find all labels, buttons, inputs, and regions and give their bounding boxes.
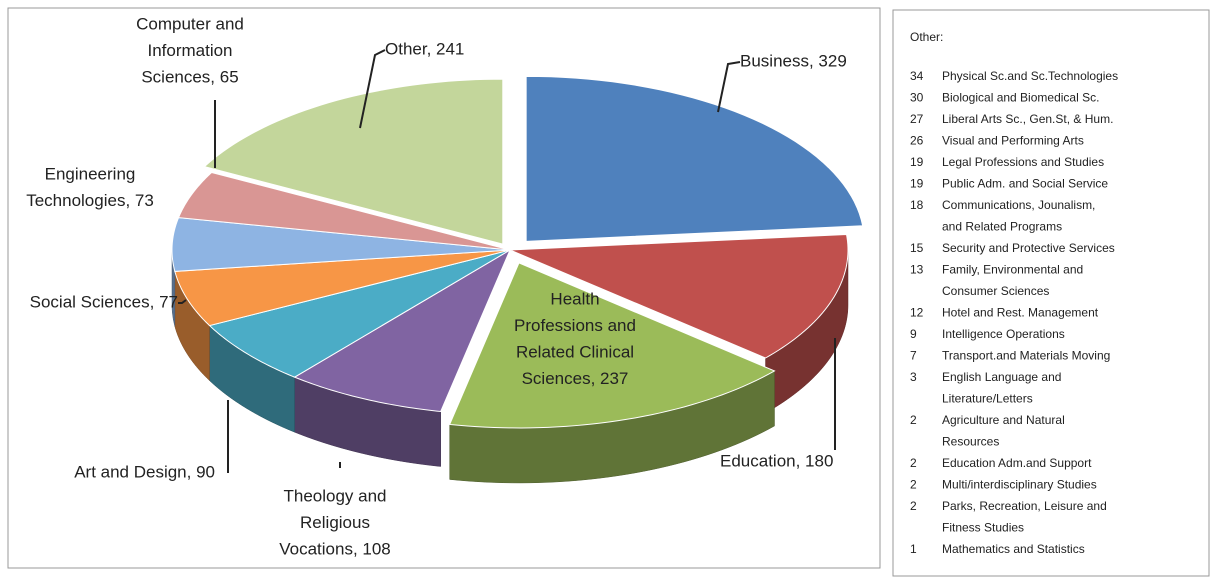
other-name: Hotel and Rest. Management: [942, 306, 1099, 320]
other-count: 9: [910, 327, 917, 341]
other-count: 34: [910, 69, 924, 83]
other-name: Literature/Letters: [942, 392, 1033, 406]
data-label: Art and Design, 90: [74, 462, 215, 481]
other-count: 15: [910, 241, 924, 255]
data-label: Sciences, 65: [141, 67, 238, 86]
other-name: Agriculture and Natural: [942, 413, 1065, 427]
other-name: and Related Programs: [942, 220, 1062, 234]
other-count: 2: [910, 413, 917, 427]
data-label: Religious: [300, 513, 370, 532]
slice: [171, 217, 511, 272]
other-name: Consumer Sciences: [942, 284, 1049, 298]
other-name: English Language and: [942, 370, 1061, 384]
other-count: 19: [910, 177, 924, 191]
other-name: Physical Sc.and Sc.Technologies: [942, 69, 1118, 83]
other-name: Mathematics and Statistics: [942, 542, 1085, 556]
data-label: Vocations, 108: [279, 539, 391, 558]
other-count: 7: [910, 349, 917, 363]
slice: [448, 262, 776, 429]
other-count: 19: [910, 155, 924, 169]
other-name: Security and Protective Services: [942, 241, 1115, 255]
data-label: Information: [147, 41, 232, 60]
other-name: Visual and Performing Arts: [942, 134, 1084, 148]
data-label: Theology and: [283, 486, 386, 505]
other-count: 1: [910, 542, 917, 556]
other-name: Parks, Recreation, Leisure and: [942, 499, 1107, 513]
other-name: Fitness Studies: [942, 521, 1024, 535]
other-name: Resources: [942, 435, 999, 449]
leader-line: [717, 61, 741, 113]
other-name: Intelligence Operations: [942, 327, 1065, 341]
other-count: 13: [910, 263, 924, 277]
other-title: Other:: [910, 30, 943, 44]
data-label: Sciences, 237: [522, 369, 629, 388]
other-name: Multi/interdisciplinary Studies: [942, 478, 1097, 492]
data-label: Health: [550, 289, 599, 308]
leader-line: [359, 49, 386, 129]
slice: [509, 233, 849, 359]
other-count: 3: [910, 370, 917, 384]
data-label: Business, 329: [740, 51, 847, 70]
other-name: Education Adm.and Support: [942, 456, 1092, 470]
legend-frame: [892, 9, 1210, 577]
data-label: Computer and: [136, 14, 244, 33]
other-count: 2: [910, 456, 917, 470]
other-count: 2: [910, 478, 917, 492]
data-label: Related Clinical: [516, 342, 634, 361]
leader-line: [178, 299, 187, 304]
data-label: Education, 180: [720, 451, 833, 470]
other-count: 2: [910, 499, 917, 513]
data-label: Other, 241: [385, 39, 464, 58]
data-label: Technologies, 73: [26, 191, 154, 210]
other-count: 30: [910, 91, 924, 105]
other-name: Public Adm. and Social Service: [942, 177, 1108, 191]
data-label: Social Sciences, 77: [30, 292, 178, 311]
slice: [203, 78, 504, 245]
other-count: 26: [910, 134, 924, 148]
other-name: Legal Professions and Studies: [942, 155, 1104, 169]
other-name: Communications, Jounalism,: [942, 198, 1095, 212]
other-count: 12: [910, 306, 924, 320]
slice: [293, 248, 512, 413]
data-label: Professions and: [514, 316, 636, 335]
slice: [208, 249, 511, 378]
slice: [525, 75, 864, 242]
other-name: Family, Environmental and: [942, 263, 1083, 277]
other-count: 18: [910, 198, 924, 212]
other-count: 27: [910, 112, 924, 126]
other-name: Liberal Arts Sc., Gen.St, & Hum.: [942, 112, 1113, 126]
slice: [174, 249, 511, 327]
other-name: Transport.and Materials Moving: [942, 349, 1110, 363]
data-label: Engineering: [45, 164, 136, 183]
other-name: Biological and Biomedical Sc.: [942, 91, 1099, 105]
slice: [177, 171, 511, 251]
